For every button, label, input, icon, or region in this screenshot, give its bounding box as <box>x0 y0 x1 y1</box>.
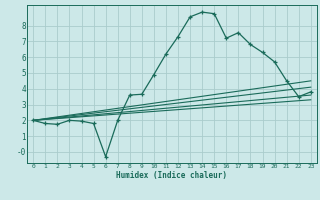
X-axis label: Humidex (Indice chaleur): Humidex (Indice chaleur) <box>116 171 228 180</box>
